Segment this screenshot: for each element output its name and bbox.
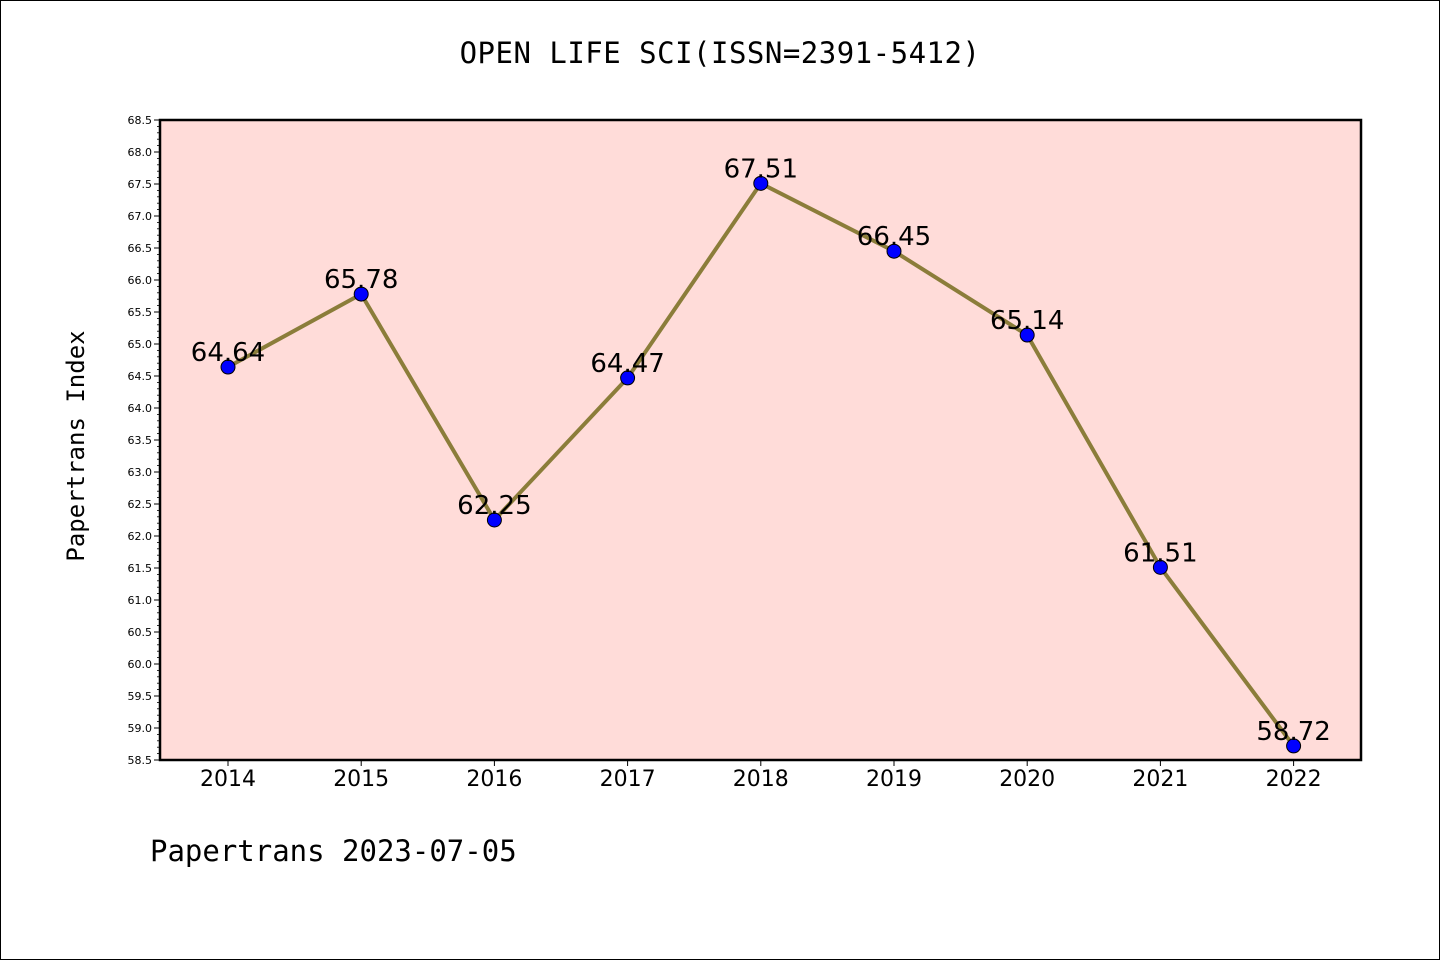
data-label: 65.14: [990, 306, 1064, 336]
y-tick-label: 66.5: [128, 242, 153, 255]
plot-area: [160, 120, 1361, 760]
footer-text: Papertrans 2023-07-05: [150, 834, 517, 868]
y-tick-label: 67.0: [128, 210, 153, 223]
x-tick-label: 2021: [1132, 767, 1188, 792]
data-point: [620, 370, 636, 386]
y-tick-label: 68.0: [128, 146, 153, 159]
data-point: [1152, 559, 1168, 575]
data-label: 65.78: [324, 265, 398, 295]
x-tick-label: 2020: [999, 767, 1055, 792]
data-point: [886, 243, 902, 259]
y-tick-label: 67.5: [128, 178, 153, 191]
y-tick-label: 60.0: [128, 658, 153, 671]
y-tick-label: 66.0: [128, 274, 153, 287]
data-label: 62.25: [457, 491, 531, 521]
y-tick-label: 63.5: [128, 434, 153, 447]
data-markers: [220, 175, 1302, 754]
y-tick-label: 64.0: [128, 402, 153, 415]
data-point: [353, 286, 369, 302]
data-point: [1286, 738, 1302, 754]
y-tick-label: 61.0: [128, 594, 153, 607]
data-labels: 64.64 65.78 62.25 64.47 67.51 66.45 65.14 61.51…: [191, 154, 1331, 747]
x-axis: 2014 2015 2016 2017 2018 2019 2020 2021 2022: [200, 760, 1322, 792]
x-tick-label: 2022: [1266, 767, 1322, 792]
x-tick-label: 2018: [733, 767, 789, 792]
x-tick-label: 2019: [866, 767, 922, 792]
data-label: 66.45: [857, 222, 931, 252]
x-tick-label: 2014: [200, 767, 256, 792]
y-tick-label: 58.5: [128, 754, 153, 767]
y-tick-label: 59.5: [128, 690, 153, 703]
data-label: 64.64: [191, 338, 265, 368]
y-tick-label: 59.0: [128, 722, 153, 735]
y-tick-label: 68.5: [128, 114, 153, 127]
plot-border: [158, 118, 1363, 762]
data-label: 64.47: [590, 349, 664, 379]
y-tick-label: 62.5: [128, 498, 153, 511]
y-axis: 58.5 59.0 59.5 60.0 60.5 61.0 61.5 62.0 62.5 63.0…: [128, 114, 160, 767]
data-label: 58.72: [1256, 717, 1330, 747]
chart-title: OPEN LIFE SCI(ISSN=2391-5412): [459, 36, 981, 70]
y-tick-label: 65.5: [128, 306, 153, 319]
y-tick-label: 61.5: [128, 562, 153, 575]
data-point: [220, 359, 236, 375]
y-tick-label: 65.0: [128, 338, 153, 351]
data-point: [1019, 327, 1035, 343]
x-tick-label: 2016: [466, 767, 522, 792]
x-tick-label: 2015: [333, 767, 389, 792]
y-tick-label: 62.0: [128, 530, 153, 543]
y-tick-label: 64.5: [128, 370, 153, 383]
data-label: 67.51: [724, 154, 798, 184]
data-label: 61.51: [1123, 538, 1197, 568]
y-tick-label: 60.5: [128, 626, 153, 639]
data-point: [486, 512, 502, 528]
y-tick-label: 63.0: [128, 466, 153, 479]
data-point: [753, 175, 769, 191]
y-axis-label: Papertrans Index: [62, 330, 90, 561]
x-tick-label: 2017: [600, 767, 656, 792]
